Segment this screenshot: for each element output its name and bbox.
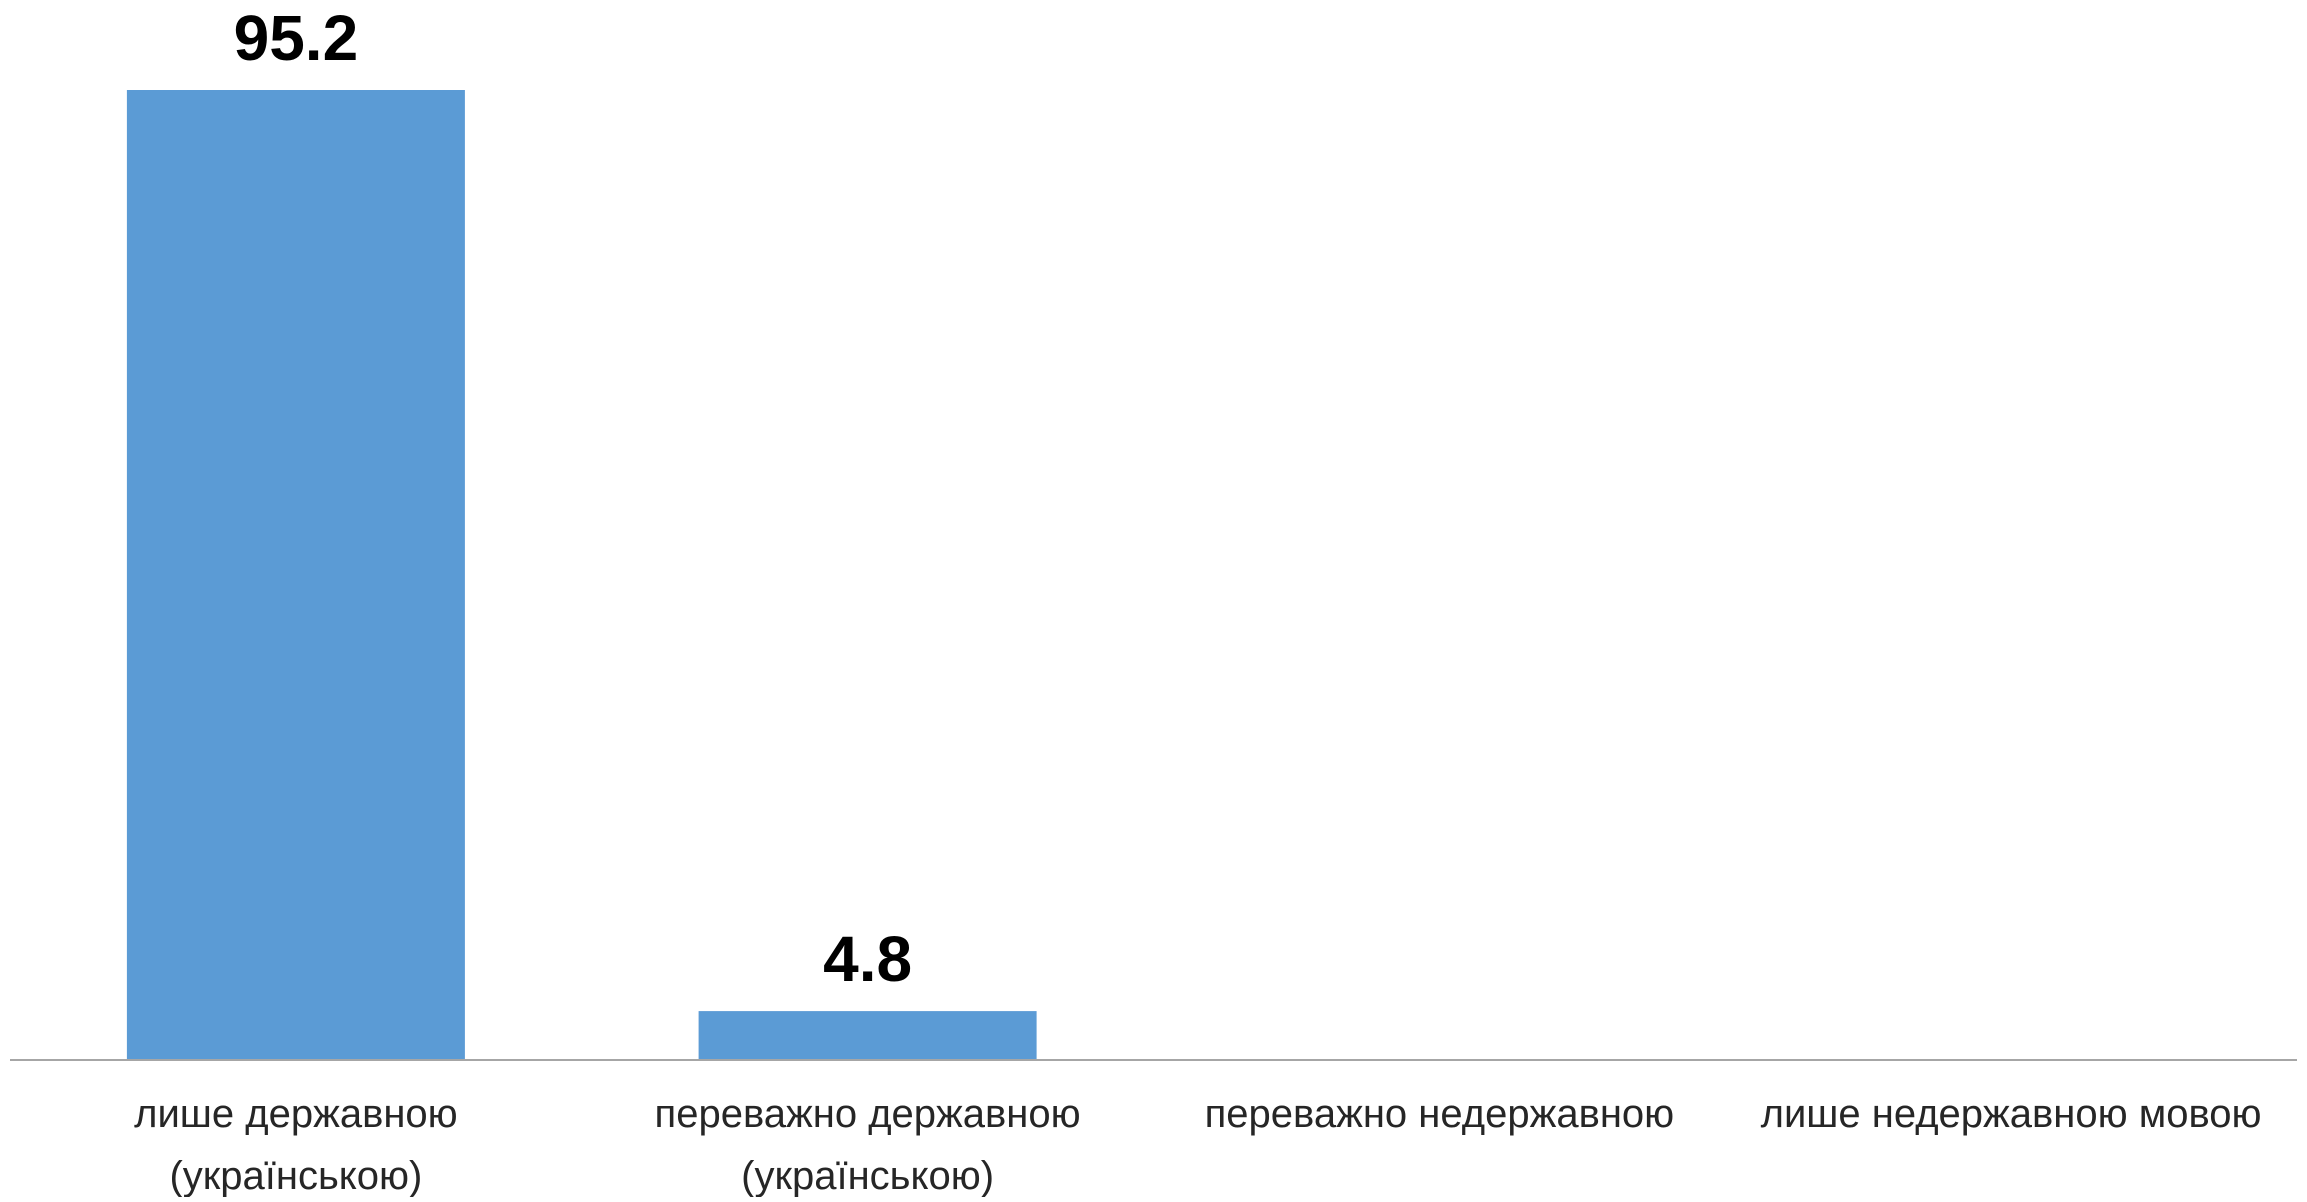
x-tick-label-line: (українською) <box>169 1154 422 1197</box>
bar-1 <box>698 1011 1037 1060</box>
x-tick-label-0: лише державною (українською) <box>134 1092 458 1197</box>
x-tick-labels-group: лише державною (українською)переважно дер… <box>134 1092 2262 1198</box>
data-label-1: 4.8 <box>823 923 912 995</box>
x-tick-label-2: переважно недержавною <box>1205 1092 1675 1136</box>
x-tick-label-1: переважно державною (українською) <box>655 1092 1081 1197</box>
x-tick-label-3: лише недержавною мовою <box>1761 1092 2262 1136</box>
x-tick-label-line: (українською) <box>741 1154 994 1197</box>
data-label-0: 95.2 <box>234 2 359 74</box>
data-labels-group: 95.2 4.8 <box>234 2 912 995</box>
x-tick-label-line: переважно недержавною <box>1205 1092 1675 1136</box>
x-tick-label-line: лише недержавною мовою <box>1761 1092 2262 1136</box>
x-tick-label-line: переважно державною <box>655 1092 1081 1136</box>
bars-group <box>126 90 1037 1060</box>
x-tick-label-line: лише державною <box>134 1092 458 1136</box>
bar-0 <box>126 90 465 1060</box>
